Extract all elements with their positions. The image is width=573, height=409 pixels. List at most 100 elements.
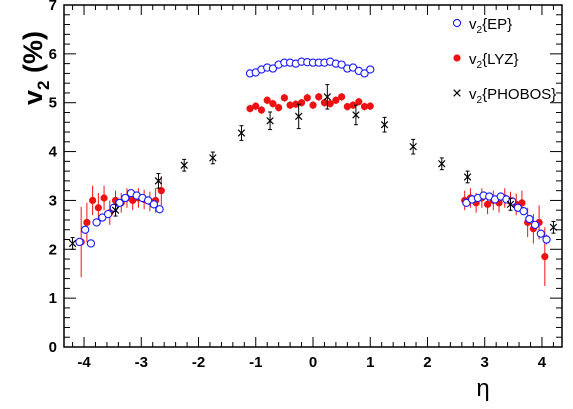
lyz-marker xyxy=(94,204,102,212)
lyz-marker xyxy=(483,200,492,208)
phobos-marker xyxy=(453,89,461,97)
y-tick-label: 1 xyxy=(49,290,57,307)
legend-label-main: v xyxy=(469,86,477,103)
x-tick-label: 2 xyxy=(423,354,431,371)
lyz-marker xyxy=(100,194,108,202)
lyz-marker xyxy=(349,101,357,109)
legend-entry: v2{LYZ} xyxy=(453,51,518,71)
y-axis-label-units: (%) xyxy=(18,31,48,81)
ep-marker xyxy=(155,205,164,214)
lyz-marker xyxy=(303,94,311,102)
legend-label-rest: {LYZ} xyxy=(482,51,518,68)
series-ep xyxy=(75,57,551,248)
y-axis-label: v2 (%) xyxy=(18,31,53,105)
lyz-marker xyxy=(263,96,271,104)
lyz-marker xyxy=(252,102,260,110)
lyz-marker xyxy=(83,218,91,227)
lyz-marker xyxy=(326,100,334,108)
ep-marker xyxy=(103,209,113,219)
ep-marker xyxy=(360,69,369,78)
legend-entry: v2{PHOBOS} xyxy=(453,86,556,106)
x-tick-label: -2 xyxy=(192,354,205,371)
ep-marker xyxy=(121,193,130,203)
legend-label-main: v xyxy=(469,51,477,68)
lyz-marker xyxy=(280,94,288,102)
ep-marker xyxy=(452,18,462,28)
x-tick-label: 0 xyxy=(309,354,317,371)
x-tick-label: 4 xyxy=(538,354,547,371)
lyz-marker xyxy=(343,103,351,111)
ep-marker xyxy=(268,64,278,73)
x-tick-label: -4 xyxy=(77,354,91,371)
phobos-marker xyxy=(549,223,558,232)
y-tick-label: 6 xyxy=(49,46,57,63)
phobos-marker xyxy=(209,154,217,162)
lyz-marker xyxy=(286,101,294,109)
y-tick-label: 2 xyxy=(49,241,57,258)
y-tick-label: 3 xyxy=(49,192,57,209)
legend-label-main: v xyxy=(469,16,477,33)
lyz-marker xyxy=(541,253,549,261)
phobos-marker xyxy=(463,173,472,181)
lyz-marker xyxy=(338,93,346,101)
ep-marker xyxy=(86,239,96,248)
lyz-marker xyxy=(89,196,97,205)
lyz-marker xyxy=(360,103,369,111)
y-tick-label: 7 xyxy=(49,0,57,14)
legend-label-rest: {EP} xyxy=(482,16,512,33)
ep-marker xyxy=(143,196,153,205)
x-axis-label: η xyxy=(476,375,489,402)
ep-marker xyxy=(525,214,534,224)
lyz-marker xyxy=(320,99,329,107)
phobos-marker xyxy=(180,161,188,169)
lyz-marker xyxy=(257,106,266,114)
lyz-marker xyxy=(246,104,254,113)
phobos-marker xyxy=(237,129,246,137)
lyz-marker xyxy=(453,54,461,62)
ep-marker xyxy=(536,229,545,238)
lyz-marker xyxy=(332,96,340,104)
phobos-marker xyxy=(266,117,274,125)
phobos-marker xyxy=(323,93,332,101)
legend-label-subscript: 2 xyxy=(477,60,483,71)
lyz-marker xyxy=(355,98,363,106)
ep-marker xyxy=(149,200,159,209)
axis-tick-labels: -4 -3 -2 -1 0 1 2 3 4 0 1 2 3 4 5 6 7 xyxy=(49,0,547,371)
legend-label: v2{PHOBOS} xyxy=(469,86,556,106)
phobos-marker xyxy=(68,239,77,248)
x-tick-label: 3 xyxy=(481,354,489,371)
lyz-marker xyxy=(269,100,277,108)
lyz-marker xyxy=(157,187,165,195)
y-tick-label: 4 xyxy=(49,144,58,161)
x-tick-label: -1 xyxy=(249,354,262,371)
ep-marker xyxy=(519,207,528,216)
y-axis-label-subscript: 2 xyxy=(34,81,53,90)
ep-marker xyxy=(81,225,90,234)
ep-marker xyxy=(542,235,551,244)
phobos-marker xyxy=(352,111,360,119)
lyz-marker xyxy=(275,104,283,112)
legend-label: v2{LYZ} xyxy=(469,51,518,71)
phobos-marker xyxy=(294,112,303,121)
lyz-marker xyxy=(366,102,374,110)
y-tick-label: 0 xyxy=(49,339,57,356)
legend-label: v2{EP} xyxy=(469,16,512,36)
phobos-marker xyxy=(380,120,389,129)
ep-marker xyxy=(530,220,540,230)
legend-label-rest: {PHOBOS} xyxy=(482,86,556,103)
phobos-marker xyxy=(111,206,120,214)
x-tick-label: 1 xyxy=(366,354,374,371)
legend-entry: v2{EP} xyxy=(452,16,512,36)
lyz-marker xyxy=(309,101,317,109)
y-axis-label-main: v xyxy=(18,90,48,105)
axis-ticks xyxy=(64,4,562,348)
phobos-marker xyxy=(438,160,446,168)
ep-marker xyxy=(75,237,84,247)
phobos-marker xyxy=(154,177,163,185)
x-tick-label: -3 xyxy=(135,354,148,371)
phobos-marker xyxy=(506,200,515,209)
ep-marker xyxy=(337,60,346,69)
y-tick-label: 5 xyxy=(49,95,57,112)
lyz-marker xyxy=(292,100,300,108)
